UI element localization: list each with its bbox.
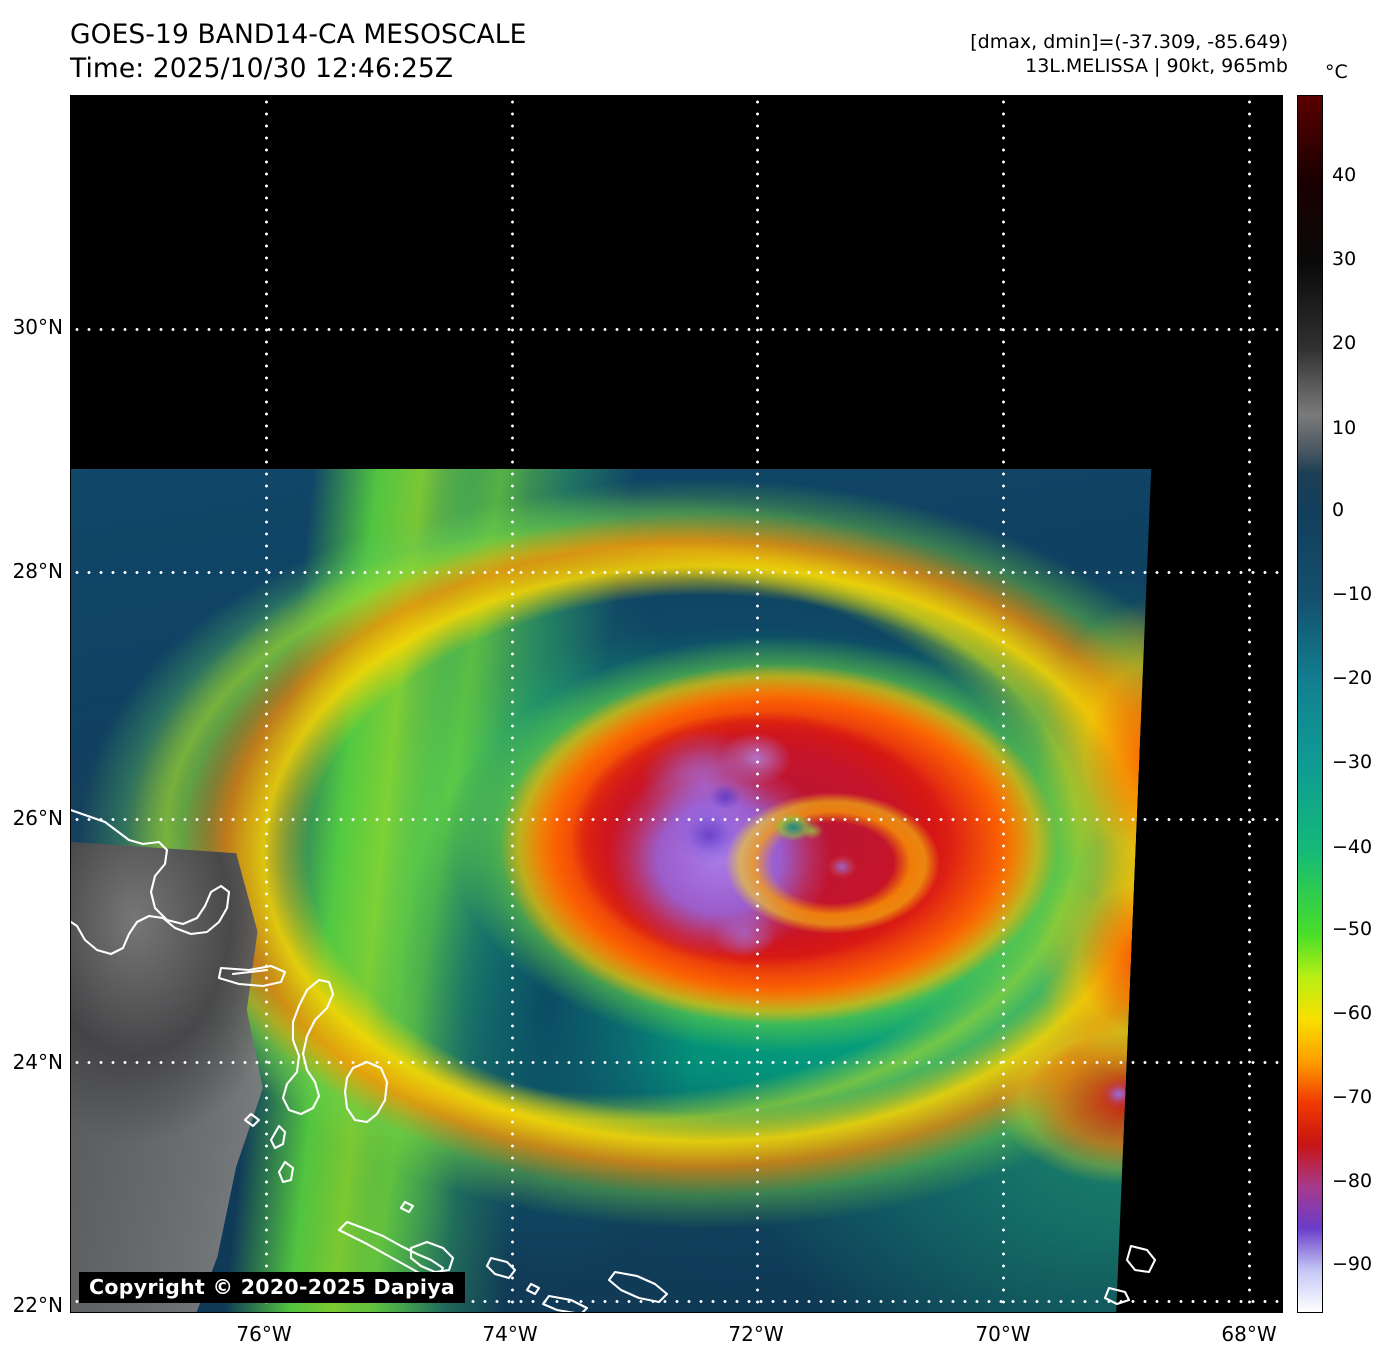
colorbar-tick-label: −40 — [1332, 835, 1373, 858]
coastline-turks-caicos — [1125, 1244, 1157, 1274]
y-tick-label: 24°N — [12, 1050, 63, 1074]
gridline-lon-72w — [756, 96, 760, 1312]
colorbar-tick-label: 40 — [1332, 164, 1357, 187]
y-tick-label: 28°N — [12, 559, 63, 583]
metadata-block: [dmax, dmin]=(-37.309, -85.649) 13L.MELI… — [970, 30, 1288, 79]
y-tick-label: 22°N — [12, 1293, 63, 1317]
colorbar-gradient — [1298, 96, 1322, 1312]
satellite-data-swath — [71, 469, 1152, 1312]
satellite-image-plot: Copyright © 2020-2025 Dapiya — [70, 95, 1283, 1313]
page-title: GOES-19 BAND14-CA MESOSCALE Time: 2025/1… — [70, 18, 527, 87]
temperature-colorbar — [1297, 95, 1323, 1313]
dmax-dmin-label: [dmax, dmin]=(-37.309, -85.649) — [970, 31, 1288, 53]
colorbar-tick-label: −10 — [1332, 583, 1373, 606]
x-tick-label: 70°W — [975, 1322, 1031, 1346]
colorbar-tick-label: 0 — [1332, 499, 1345, 522]
colorbar-tick-label: −50 — [1332, 918, 1373, 941]
colorbar-tick-label: −90 — [1332, 1253, 1373, 1276]
x-tick-label: 76°W — [236, 1322, 292, 1346]
colorbar-tick-label: 10 — [1332, 416, 1357, 439]
gridline-lat-24n — [71, 1060, 1282, 1064]
colorbar-tick-label: −80 — [1332, 1170, 1373, 1193]
secondary-eye-feature — [71, 469, 1152, 1312]
colorbar-tick-label: −60 — [1332, 1002, 1373, 1025]
gridline-lon-70w — [1002, 96, 1006, 1312]
gridline-lat-26n — [71, 817, 1282, 821]
gridline-lat-28n — [71, 570, 1282, 574]
colorbar-tick-label: −20 — [1332, 667, 1373, 690]
y-tick-label: 30°N — [12, 315, 63, 339]
colorbar-tick-label: −70 — [1332, 1086, 1373, 1109]
x-tick-label: 72°W — [728, 1322, 784, 1346]
storm-info-label: 13L.MELISSA | 90kt, 965mb — [1025, 55, 1288, 78]
y-tick-label: 26°N — [12, 806, 63, 830]
x-tick-label: 74°W — [482, 1322, 538, 1346]
colorbar-tick-label: −30 — [1332, 751, 1373, 774]
product-title: GOES-19 BAND14-CA MESOSCALE — [70, 19, 527, 50]
colorbar-tick-label: 20 — [1332, 332, 1357, 355]
copyright-watermark: Copyright © 2020-2025 Dapiya — [79, 1272, 466, 1303]
colorbar-tick-label: 30 — [1332, 248, 1357, 271]
gridline-lat-22n — [71, 1299, 1282, 1303]
x-tick-label: 68°W — [1221, 1322, 1277, 1346]
timestamp-line: Time: 2025/10/30 12:46:25Z — [70, 53, 454, 85]
gridline-lon-74w — [510, 96, 514, 1312]
colorbar-unit-label: °C — [1325, 61, 1348, 83]
gridline-lon-76w — [264, 96, 268, 1312]
plot-inner: Copyright © 2020-2025 Dapiya — [71, 96, 1282, 1312]
gridline-lon-68w — [1248, 96, 1252, 1312]
gridline-lat-30n — [71, 327, 1282, 331]
